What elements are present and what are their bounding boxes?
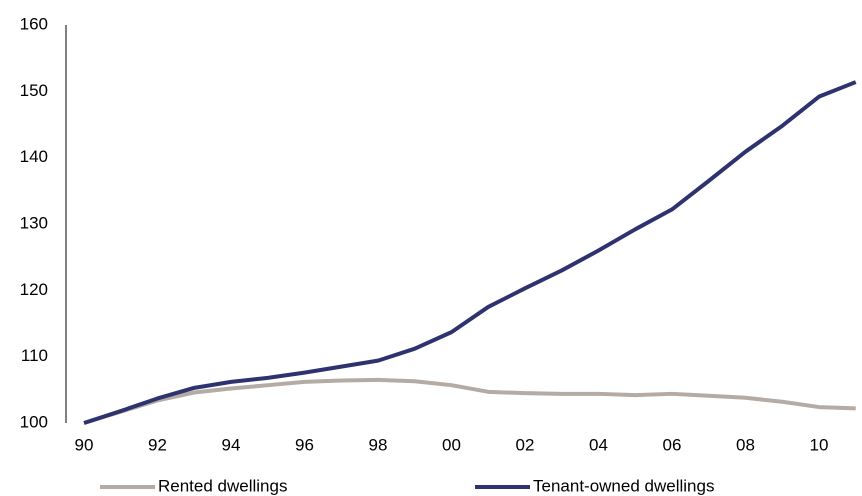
x-tick-label: 94 bbox=[222, 435, 241, 454]
x-tick-label: 04 bbox=[589, 435, 608, 454]
legend-label: Tenant-owned dwellings bbox=[533, 476, 714, 495]
y-tick-label: 130 bbox=[20, 213, 48, 232]
x-tick-label: 90 bbox=[75, 435, 94, 454]
y-tick-label: 150 bbox=[20, 81, 48, 100]
y-tick-label: 100 bbox=[20, 412, 48, 431]
x-tick-label: 96 bbox=[295, 435, 314, 454]
x-tick-label: 10 bbox=[810, 435, 829, 454]
y-tick-label: 140 bbox=[20, 147, 48, 166]
series-line bbox=[83, 80, 857, 425]
y-tick-label: 110 bbox=[21, 346, 48, 365]
y-tick-label: 120 bbox=[20, 280, 48, 299]
x-tick-label: 92 bbox=[148, 435, 167, 454]
series-line bbox=[83, 377, 856, 425]
legend-label: Rented dwellings bbox=[158, 476, 287, 495]
x-tick-label: 08 bbox=[736, 435, 755, 454]
y-tick-label: 160 bbox=[20, 14, 48, 33]
x-tick-label: 00 bbox=[442, 435, 461, 454]
x-tick-label: 98 bbox=[369, 435, 388, 454]
x-tick-label: 02 bbox=[516, 435, 535, 454]
x-tick-label: 06 bbox=[663, 435, 682, 454]
